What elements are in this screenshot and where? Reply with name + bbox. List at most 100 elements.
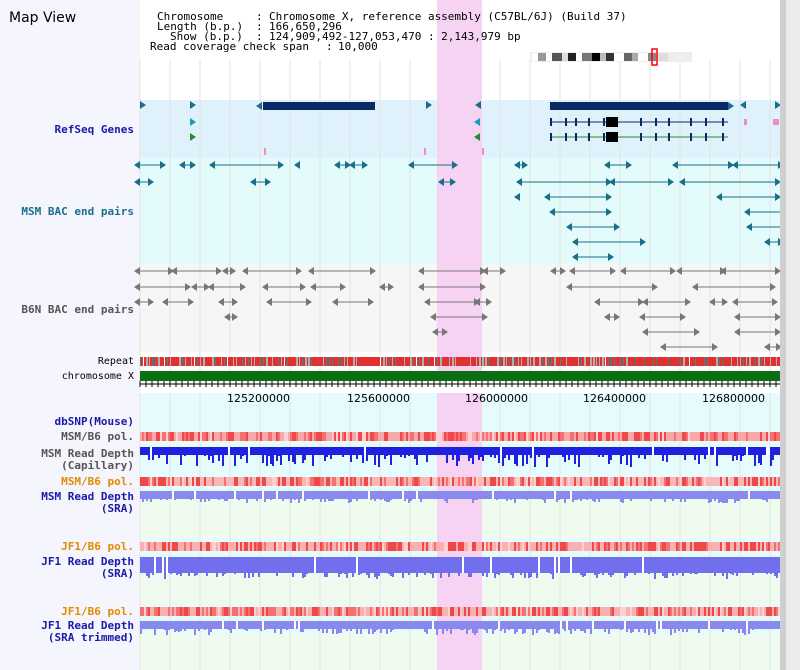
polymorphism-cell [364, 432, 366, 441]
polymorphism-cell [356, 542, 358, 551]
polymorphism-cell [530, 432, 532, 441]
polymorphism-cell [458, 542, 460, 551]
track-label-msm-read-depth-capillary-line1[interactable]: MSM Read Depth [41, 447, 134, 460]
read-depth-column [556, 629, 558, 633]
read-depth-column [514, 629, 516, 634]
track-label-msm-bac-end-pairs[interactable]: MSM BAC end pairs [21, 205, 134, 218]
track-label-jf1-read-depth-sra-line1[interactable]: JF1 Read Depth [41, 555, 134, 568]
polymorphism-cell [698, 477, 700, 486]
track-label-repeat[interactable]: Repeat [97, 356, 134, 367]
bac-end-arrow [296, 267, 302, 275]
polymorphism-cell [154, 607, 156, 616]
track-label-msm-read-depth-sra-line1[interactable]: MSM Read Depth [41, 490, 134, 503]
track-label-msm-b6-pol-1[interactable]: MSM/B6 pol. [61, 430, 134, 443]
polymorphism-cell [506, 607, 508, 616]
repeat-element [626, 357, 628, 366]
polymorphism-cell [406, 607, 408, 616]
read-depth-column [736, 455, 738, 460]
read-depth-column [386, 629, 388, 634]
polymorphism-cell [470, 477, 472, 486]
polymorphism-cell [748, 607, 750, 616]
read-depth-column [446, 499, 448, 503]
bac-end-arrow [614, 313, 620, 321]
read-depth-column [738, 499, 740, 501]
read-depth-gap [570, 491, 572, 499]
track-label-msm-b6-pol-2[interactable]: MSM/B6 pol. [61, 475, 134, 488]
read-depth-column [218, 455, 220, 461]
polymorphism-cell [146, 432, 148, 441]
polymorphism-cell [646, 542, 648, 551]
polymorphism-cell [628, 542, 630, 551]
polymorphism-cell [224, 542, 226, 551]
read-depth-column [720, 499, 722, 502]
polymorphism-cell [296, 432, 298, 441]
read-depth-column [726, 573, 728, 579]
polymorphism-cell [256, 432, 258, 441]
polymorphism-cell [558, 477, 560, 486]
track-label-jf1-b6-pol-1[interactable]: JF1/B6 pol. [61, 540, 134, 553]
read-depth-column [582, 629, 584, 631]
track-label-jf1-read-depth-trimmed-line2: (SRA trimmed) [47, 631, 134, 644]
track-label-jf1-b6-pol-2[interactable]: JF1/B6 pol. [61, 605, 134, 618]
read-depth-column [390, 573, 392, 576]
bac-end-arrow [160, 161, 166, 169]
read-depth-column [446, 629, 448, 631]
polymorphism-cell [196, 607, 198, 616]
polymorphism-cell [508, 477, 510, 486]
track-label-b6n-bac-end-pairs[interactable]: B6N BAC end pairs [21, 303, 134, 316]
polymorphism-cell [198, 477, 200, 486]
repeat-element [353, 357, 355, 366]
bac-end-arrow [679, 178, 685, 186]
read-depth-gap [402, 491, 404, 499]
polymorphism-cell [334, 477, 336, 486]
track-label-jf1-read-depth-trimmed-line1[interactable]: JF1 Read Depth [41, 619, 134, 632]
read-depth-column [494, 573, 496, 578]
polymorphism-cell [616, 477, 618, 486]
polymorphism-cell [638, 542, 640, 551]
track-label-chromosome[interactable]: chromosome X [61, 371, 134, 382]
polymorphism-cell [604, 542, 606, 551]
read-depth-column [264, 629, 266, 630]
read-depth-column [586, 499, 588, 500]
read-depth-bar [140, 447, 780, 455]
read-depth-column [552, 573, 554, 579]
repeat-element [599, 357, 600, 366]
polymorphism-cell [730, 607, 732, 616]
polymorphism-cell [632, 542, 634, 551]
polymorphism-cell [300, 607, 302, 616]
polymorphism-cell [394, 542, 396, 551]
polymorphism-cell [596, 477, 598, 486]
read-depth-column [664, 573, 666, 578]
read-depth-column [598, 573, 600, 574]
gene-marker [482, 148, 484, 155]
bac-end-arrow [300, 283, 306, 291]
polymorphism-cell [194, 477, 196, 486]
polymorphism-cell [372, 432, 374, 441]
bac-end-arrow [764, 238, 770, 246]
read-depth-column [164, 573, 166, 579]
read-depth-column [430, 573, 432, 574]
track-label-dbsnp[interactable]: dbSNP(Mouse) [54, 415, 134, 428]
polymorphism-cell [556, 477, 558, 486]
read-depth-column [554, 629, 556, 634]
chromosome-label: Chromosome [157, 10, 224, 23]
polymorphism-cell [462, 542, 464, 551]
bac-end-arrow [680, 313, 686, 321]
bac-end-arrow [614, 223, 620, 231]
polymorphism-cell [534, 477, 536, 486]
repeat-element [344, 357, 345, 366]
polymorphism-cell [742, 607, 744, 616]
polymorphism-cell [412, 432, 414, 441]
polymorphism-cell [566, 607, 568, 616]
repeat-element [380, 357, 381, 366]
read-depth-column [326, 629, 328, 633]
gene-exon [606, 132, 618, 142]
polymorphism-cell [772, 432, 774, 441]
track-label-refseq-genes[interactable]: RefSeq Genes [54, 123, 134, 136]
read-depth-column [504, 455, 506, 458]
polymorphism-cell [626, 432, 628, 441]
repeat-element [620, 357, 621, 366]
read-depth-column [146, 573, 148, 576]
read-depth-column [500, 629, 502, 631]
